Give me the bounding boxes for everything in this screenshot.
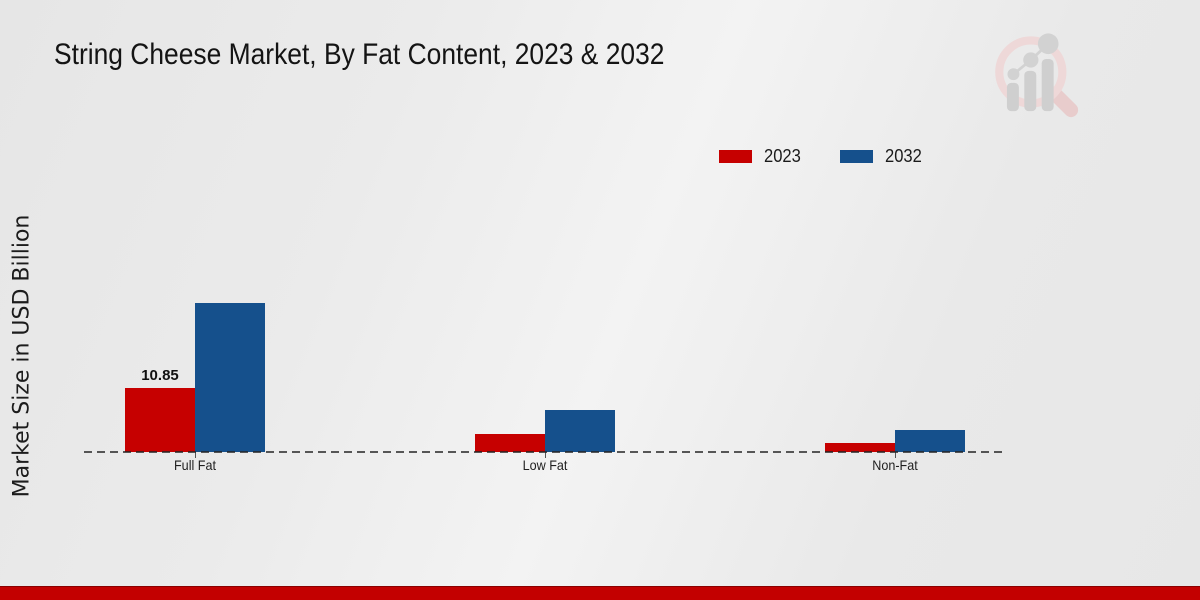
legend-label-2032: 2032	[885, 146, 922, 166]
bar-2023-low-fat	[475, 434, 545, 452]
x-axis-baseline	[84, 451, 1006, 453]
chart-legend: 2023 2032	[719, 146, 925, 167]
x-axis-tick-low-fat	[545, 452, 546, 458]
bar-2032-low-fat	[545, 410, 615, 452]
category-label-low-fat: Low Fat	[522, 457, 568, 473]
brand-logo-watermark	[995, 33, 1079, 118]
data-label-2023-full-fat: 10.85	[141, 367, 179, 384]
category-label-full-fat: Full Fat	[173, 457, 217, 473]
bar-2032-non-fat	[895, 430, 965, 452]
legend-item-2032: 2032	[840, 146, 925, 167]
footer-accent-bar	[0, 586, 1200, 600]
category-label-non-fat: Non-Fat	[872, 457, 918, 473]
legend-swatch-2023	[719, 150, 752, 163]
x-axis-tick-full-fat	[195, 452, 196, 458]
page-title: String Cheese Market, By Fat Content, 20…	[54, 38, 665, 71]
legend-item-2023: 2023	[719, 146, 804, 167]
x-axis-tick-non-fat	[895, 452, 896, 458]
legend-swatch-2032	[840, 150, 874, 163]
bar-2023-non-fat	[825, 443, 895, 452]
growth-bars-icon	[1006, 33, 1059, 112]
legend-label-2023: 2023	[764, 146, 801, 166]
bar-2032-full-fat	[195, 303, 265, 452]
bar-2023-full-fat	[125, 388, 195, 452]
